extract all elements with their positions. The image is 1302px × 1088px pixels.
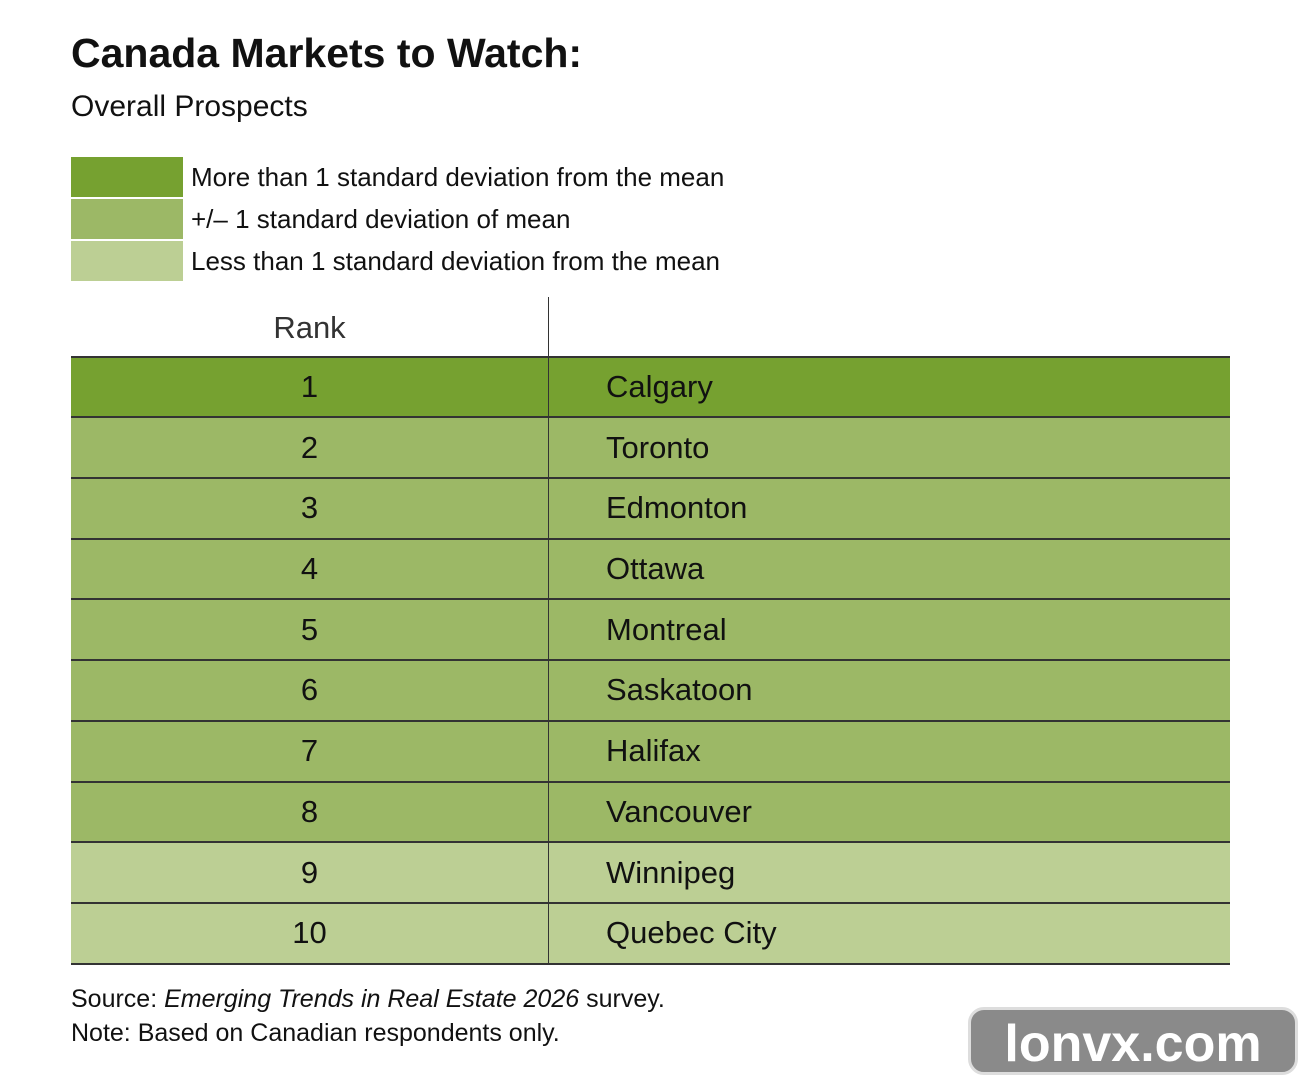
table-row: 9 Winnipeg xyxy=(71,843,1230,904)
market-cell: Calgary xyxy=(606,369,713,405)
rank-cell: 6 xyxy=(71,661,549,720)
rank-cell: 1 xyxy=(71,357,549,417)
legend-swatch xyxy=(71,199,183,239)
rank-cell: 8 xyxy=(71,782,549,842)
rank-cell: 5 xyxy=(71,600,549,660)
table-row: 8 Vancouver xyxy=(71,782,1230,844)
rank-cell: 2 xyxy=(71,418,549,478)
table-row: 1 Calgary xyxy=(71,357,1230,419)
footer: Source: Emerging Trends in Real Estate 2… xyxy=(71,982,665,1050)
legend-swatch xyxy=(71,241,183,281)
source-prefix: Source: xyxy=(71,985,165,1013)
market-cell: Vancouver xyxy=(606,793,752,829)
market-cell: Quebec City xyxy=(606,915,777,951)
legend-label: More than 1 standard deviation from the … xyxy=(191,162,725,192)
note: Note: Based on Canadian respondents only… xyxy=(71,1019,560,1047)
title: Canada Markets to Watch: xyxy=(71,30,583,76)
rank-cell: 9 xyxy=(71,843,549,902)
rank-cell: 10 xyxy=(71,903,549,963)
market-cell: Ottawa xyxy=(606,551,705,587)
rank-cell: 3 xyxy=(71,479,549,538)
legend-label: +/– 1 standard deviation of mean xyxy=(191,204,571,234)
market-cell: Montreal xyxy=(606,611,727,647)
table-row: 10 Quebec City xyxy=(71,903,1230,965)
table-row: 3 Edmonton xyxy=(71,479,1230,540)
market-cell: Edmonton xyxy=(606,490,748,526)
table-row: 6 Saskatoon xyxy=(71,661,1230,722)
legend-label: Less than 1 standard deviation from the … xyxy=(191,246,720,276)
watermark: lonvx.com xyxy=(968,1007,1298,1075)
table-row: 7 Halifax xyxy=(71,721,1230,783)
table-row: 2 Toronto xyxy=(71,418,1230,480)
legend-swatch xyxy=(71,157,183,197)
subtitle: Overall Prospects xyxy=(71,90,308,123)
market-cell: Halifax xyxy=(606,733,701,769)
rank-cell: 7 xyxy=(71,721,549,781)
source-suffix: survey. xyxy=(579,985,665,1013)
table-row: 5 Montreal xyxy=(71,600,1230,662)
source-title: Emerging Trends in Real Estate 2026 xyxy=(164,985,580,1013)
market-cell: Saskatoon xyxy=(606,672,753,708)
source: Source: Emerging Trends in Real Estate 2… xyxy=(71,982,665,1016)
rank-header: Rank xyxy=(71,297,549,356)
table-row: 4 Ottawa xyxy=(71,539,1230,601)
header-row: Rank xyxy=(71,297,1230,358)
rank-cell: 4 xyxy=(71,539,549,599)
market-cell: Toronto xyxy=(606,429,710,465)
market-cell: Winnipeg xyxy=(606,854,736,890)
table: Rank 1 Calgary 2 Toronto 3 Edmonton 4 Ottawa 5 Mon… xyxy=(71,297,1230,965)
